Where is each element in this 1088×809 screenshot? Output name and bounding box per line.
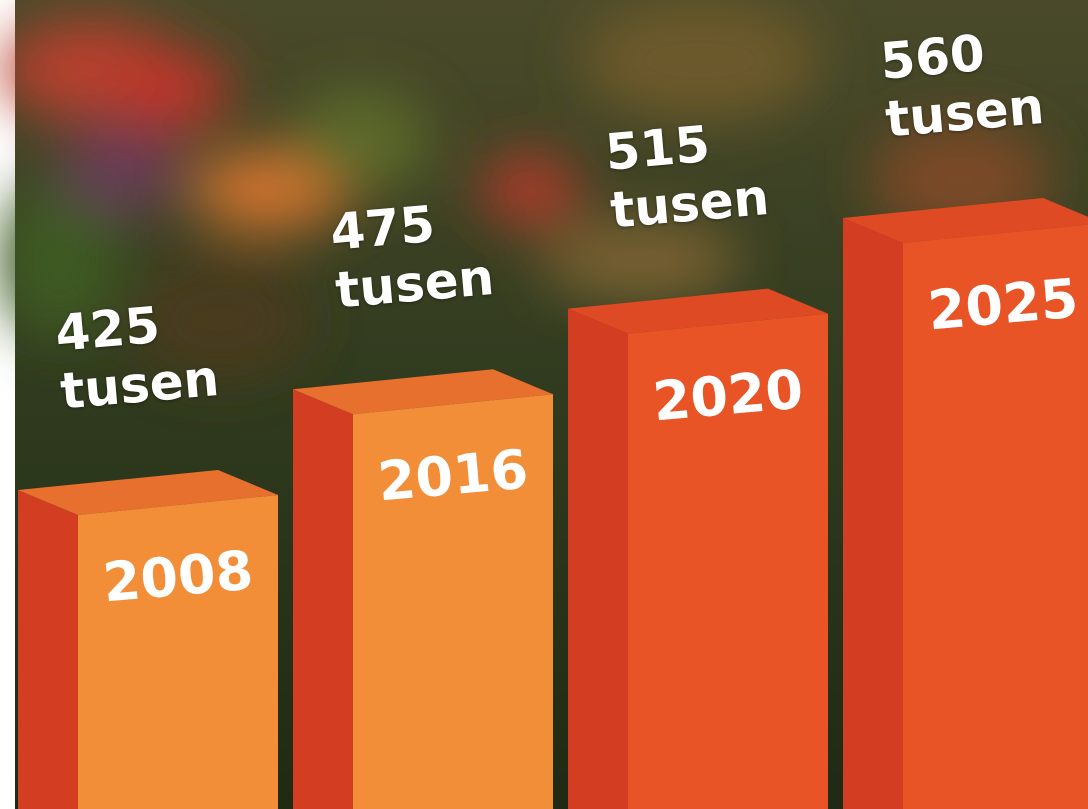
bar-side xyxy=(293,389,353,809)
value-label: 515 tusen xyxy=(603,106,812,239)
bar-side xyxy=(568,309,628,809)
value-label: 475 tusen xyxy=(328,187,537,320)
value-label: 425 tusen xyxy=(53,288,262,421)
bar-side xyxy=(18,490,78,809)
bar-side xyxy=(843,218,903,809)
value-label: 560 tusen xyxy=(878,16,1087,149)
infographic: 2008425 tusen2016475 tusen2020515 tusen2… xyxy=(0,0,1088,809)
